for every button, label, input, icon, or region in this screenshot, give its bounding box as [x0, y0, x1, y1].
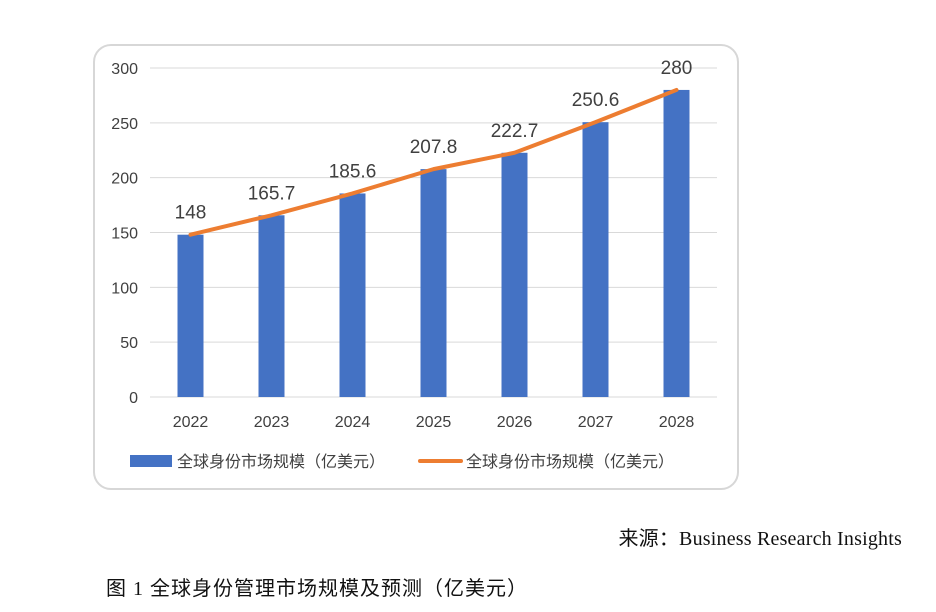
- bar: [258, 215, 285, 397]
- bar: [501, 152, 528, 397]
- data-label: 250.6: [572, 90, 620, 111]
- y-tick-label: 100: [111, 280, 138, 297]
- bar: [582, 122, 609, 398]
- x-tick-label: 2022: [173, 414, 209, 431]
- legend-label-bar: 全球身份市场规模（亿美元）: [177, 453, 385, 471]
- y-tick-label: 300: [111, 61, 138, 78]
- bar: [663, 89, 690, 397]
- x-tick-label: 2028: [659, 414, 695, 431]
- y-tick-label: 250: [111, 116, 138, 133]
- data-label: 280: [661, 58, 693, 79]
- data-label: 185.6: [329, 161, 377, 182]
- bar: [177, 234, 204, 397]
- y-tick-label: 50: [120, 335, 138, 352]
- legend-label-line: 全球身份市场规模（亿美元）: [466, 453, 674, 471]
- data-label: 222.7: [491, 121, 539, 142]
- data-labels: 148 165.7 185.6 207.8 222.7 250.6 280: [175, 58, 693, 224]
- trend-line-layer: [188, 87, 679, 237]
- source-note: 来源：Business Research Insights: [618, 528, 902, 550]
- legend-swatch-bar: [130, 455, 172, 467]
- y-tick-label: 150: [111, 226, 138, 243]
- data-label: 207.8: [410, 137, 458, 158]
- data-label: 165.7: [248, 183, 296, 204]
- bar: [420, 169, 447, 397]
- y-tick-label: 0: [129, 390, 138, 407]
- y-axis-ticks: 0 50 100 150 200 250 300: [111, 61, 138, 407]
- market-size-chart: 0 50 100 150 200 250 300 148 165.7 185.6 207.8 222…: [111, 58, 717, 471]
- legend: 全球身份市场规模（亿美元） 全球身份市场规模（亿美元）: [130, 453, 674, 471]
- chart-frame: 0 50 100 150 200 250 300 148 165.7 185.6 207.8 222…: [93, 44, 739, 490]
- trend-line: [188, 87, 679, 237]
- x-tick-label: 2026: [497, 414, 533, 431]
- x-tick-label: 2027: [578, 414, 614, 431]
- data-label: 148: [175, 203, 207, 224]
- x-tick-label: 2024: [335, 414, 371, 431]
- bar: [339, 193, 366, 397]
- figure-caption: 图 1 全球身份管理市场规模及预测（亿美元）: [106, 578, 528, 600]
- x-tick-label: 2025: [416, 414, 452, 431]
- bars: [177, 89, 690, 398]
- x-tick-label: 2023: [254, 414, 290, 431]
- y-tick-label: 200: [111, 171, 138, 188]
- x-axis-ticks: 2022 2023 2024 2025 2026 2027 2028: [173, 414, 695, 431]
